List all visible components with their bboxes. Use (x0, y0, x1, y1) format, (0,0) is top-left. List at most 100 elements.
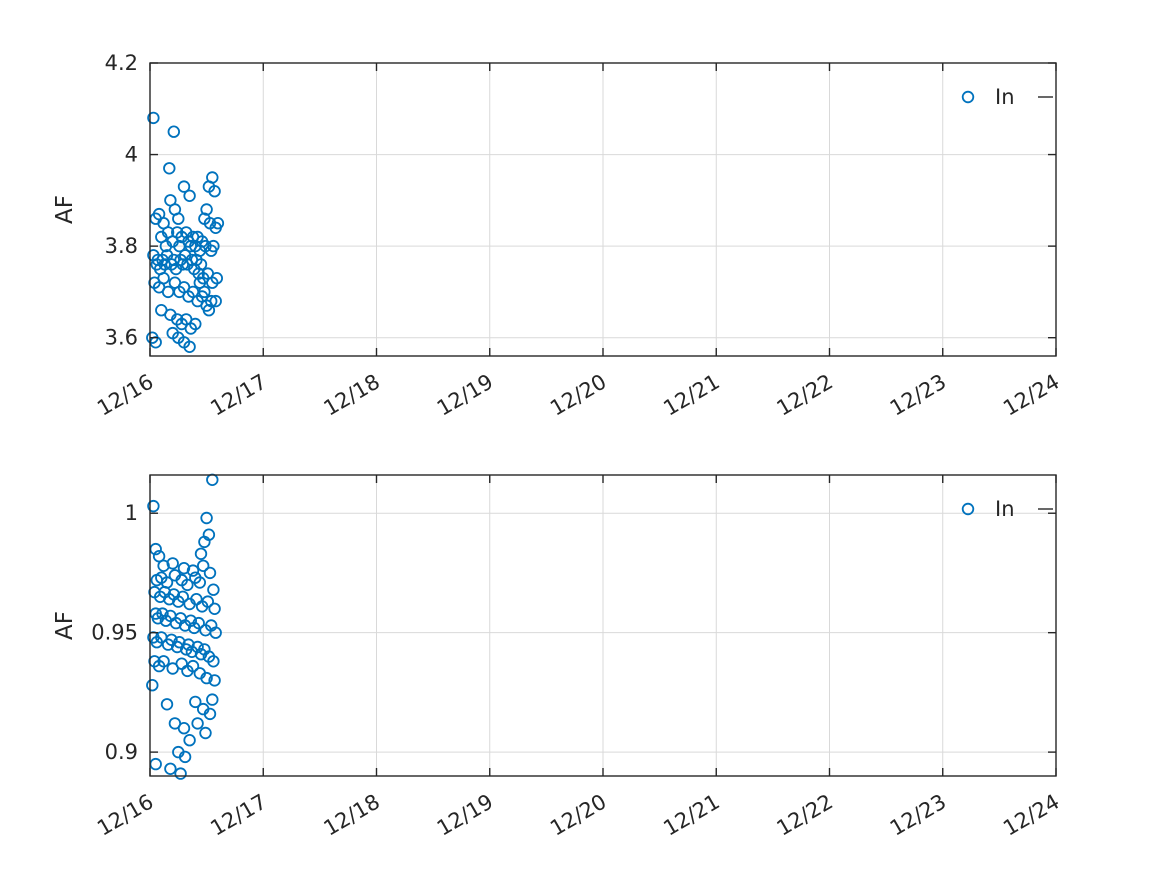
tick-marks (149, 62, 1057, 356)
plot-svg: 12/16 12/17 12/18 12/19 12/20 12/21 12/22 12/23… (52, 51, 1064, 421)
x-tick-label: 12/24 (999, 370, 1063, 421)
data-point (174, 767, 187, 780)
y-axis-label: AF (52, 611, 78, 640)
y-tick-label: 3.8 (105, 234, 138, 258)
data-point (177, 722, 191, 735)
chart-top-af: 12/16 12/17 12/18 12/19 12/20 12/21 12/22 12/23… (0, 0, 1167, 437)
data-point (191, 717, 204, 730)
data-point (176, 590, 190, 604)
tick-marks (149, 475, 1057, 776)
data-point (207, 655, 220, 668)
x-tick-label: 12/19 (433, 370, 497, 421)
x-tick-label: 12/20 (546, 790, 610, 841)
legend-label: In (995, 497, 1015, 521)
data-point (167, 125, 181, 138)
data-point (194, 258, 208, 271)
x-tick-label: 12/22 (773, 790, 837, 841)
y-tick-label: 4 (125, 143, 138, 167)
data-point (198, 535, 211, 549)
chart-bottom-af: 12/16 12/17 12/18 12/19 12/20 12/21 12/22 12/23… (0, 437, 1167, 875)
x-tick-label: 12/17 (206, 790, 270, 841)
legend: In (961, 497, 1053, 521)
x-tick-label: 12/18 (320, 790, 384, 841)
y-tick-label: 0.95 (91, 621, 138, 645)
data-point (194, 547, 208, 561)
data-point (146, 678, 159, 692)
data-point (193, 576, 207, 589)
data-point (200, 203, 213, 216)
x-tick-label: 12/16 (93, 790, 157, 841)
y-tick-label: 3.6 (105, 326, 138, 350)
data-point (163, 162, 176, 175)
data-point (207, 239, 220, 253)
scatter-series (146, 473, 222, 780)
legend-label: In (995, 85, 1015, 109)
data-point (161, 285, 175, 299)
grid (150, 63, 1056, 356)
x-tick-label: 12/20 (546, 370, 610, 421)
data-point (156, 607, 169, 620)
data-point (200, 671, 213, 685)
x-tick-label: 12/18 (320, 370, 384, 421)
data-point (208, 184, 221, 198)
data-point (206, 693, 219, 706)
data-point (209, 626, 222, 639)
data-point (186, 564, 200, 577)
data-point (183, 340, 196, 354)
legend-marker-icon (961, 90, 975, 104)
data-point (183, 189, 196, 203)
data-point (172, 212, 185, 225)
data-point (208, 674, 221, 687)
data-point (198, 285, 211, 299)
data-point (183, 734, 196, 747)
data-point (206, 473, 219, 487)
data-point (196, 559, 210, 573)
x-tick-label: 12/19 (433, 790, 497, 841)
data-point (152, 549, 166, 563)
data-point (203, 707, 217, 721)
data-point (160, 698, 174, 711)
data-point (207, 583, 220, 596)
grid (150, 475, 1056, 776)
data-point (157, 655, 170, 668)
scatter-series (146, 111, 225, 354)
data-point (149, 757, 162, 771)
x-tick-label: 12/23 (886, 790, 950, 841)
data-point (211, 216, 225, 230)
x-tick-label: 12/16 (93, 370, 157, 421)
data-point (199, 726, 212, 740)
data-point (192, 616, 205, 630)
data-point (147, 499, 160, 513)
legend: In (961, 85, 1053, 109)
data-point (181, 578, 194, 592)
x-tick-label: 12/22 (773, 370, 837, 421)
data-point (202, 304, 216, 317)
data-point (177, 180, 191, 193)
data-point (147, 111, 160, 125)
y-tick-label: 4.2 (105, 51, 138, 75)
data-point (189, 695, 202, 709)
data-point (209, 294, 222, 308)
y-tick-label: 0.9 (105, 740, 138, 764)
data-point (203, 566, 217, 580)
data-point (210, 272, 224, 285)
x-tick-label: 12/21 (659, 790, 723, 841)
x-tick-label: 12/17 (206, 370, 270, 421)
data-point (175, 657, 188, 670)
data-point (157, 272, 170, 285)
data-point (178, 750, 192, 764)
data-point (200, 511, 213, 525)
plot-svg: 12/16 12/17 12/18 12/19 12/20 12/21 12/22 12/23… (52, 473, 1064, 841)
data-point (208, 602, 221, 616)
x-tick-label: 12/24 (999, 790, 1063, 841)
data-point (186, 659, 200, 673)
y-tick-label: 1 (125, 501, 138, 525)
legend-marker-icon (961, 502, 975, 516)
data-point (191, 640, 204, 654)
x-tick-label: 12/23 (886, 370, 950, 421)
data-point (164, 762, 177, 776)
data-point (189, 317, 202, 331)
data-point (166, 557, 179, 570)
y-axis-label: AF (52, 195, 78, 224)
